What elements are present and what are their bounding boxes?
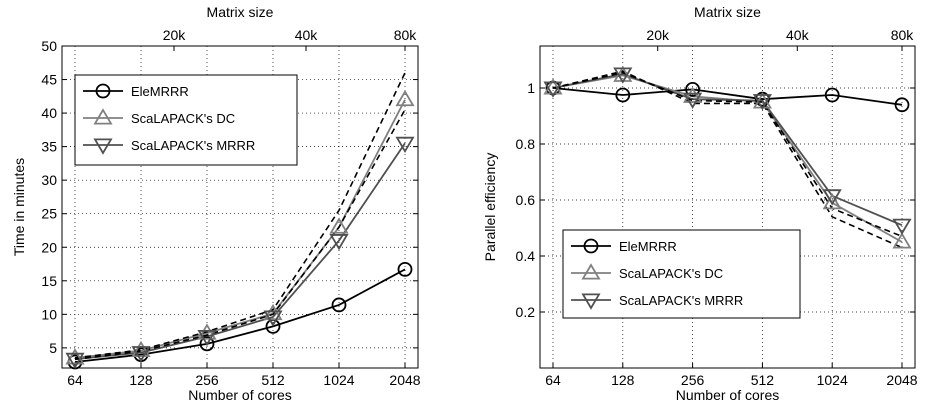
time-chart-panel: 64 128 256 512 1024 2048 5 10 15 20 25 30 35 40 45 50 20… (11, 4, 421, 403)
data-point-marker (65, 348, 85, 365)
y-tick-label: 0.2 (516, 304, 536, 320)
legend-box (562, 229, 801, 319)
x-tick-label: 128 (611, 372, 635, 388)
series-line (74, 142, 406, 361)
data-point-marker (395, 89, 415, 107)
legend-entry-label: ScaLAPACK's MRRR (619, 293, 743, 308)
legend: EleMRRR ScaLAPACK's DC ScaLAPACK's MRRR (74, 74, 298, 166)
data-point-marker (822, 189, 842, 206)
y-tick-label: 50 (41, 38, 57, 54)
data-point-marker (397, 261, 413, 277)
y-tick-label: 40 (41, 105, 57, 121)
data-point-marker (685, 82, 700, 97)
data-point-marker (329, 234, 349, 251)
legend-marker (581, 293, 601, 310)
data-point-marker (263, 303, 283, 321)
series-line (552, 73, 903, 227)
data-point-marker (263, 310, 283, 327)
legend-entry-label: EleMRRR (131, 84, 189, 99)
data-point-marker (329, 217, 349, 234)
data-point-marker (197, 329, 217, 347)
data-point-marker (65, 352, 85, 370)
data-point-marker (395, 136, 415, 154)
x-axis-label: Number of cores (188, 387, 291, 403)
y-tick-label: 5 (49, 340, 57, 356)
y-tick-label: 0.4 (516, 248, 536, 264)
data-point-marker (752, 94, 772, 111)
legend-box (74, 74, 298, 166)
x-tick-label: 2048 (886, 372, 917, 388)
y-axis-label: Parallel efficiency (482, 153, 498, 262)
x-tick-label: 256 (195, 372, 219, 388)
data-point-marker (199, 336, 215, 352)
y-tick-label: 0.8 (516, 136, 536, 152)
top-tick-label: 40k (295, 27, 319, 43)
x-tick-label: 64 (67, 372, 83, 388)
dashed-series-line (552, 70, 903, 249)
top-tick-label: 40k (786, 27, 810, 43)
y-tick-label: 20 (41, 239, 57, 255)
plot-frame (61, 45, 419, 369)
legend-entry-label: ScaLAPACK's DC (131, 111, 235, 126)
x-tick-label: 128 (129, 372, 153, 388)
dashed-series-line (74, 72, 406, 359)
x-tick-label: 512 (751, 372, 775, 388)
data-point-marker (615, 87, 631, 103)
y-tick-label: 45 (41, 72, 57, 88)
legend-entry-label: ScaLAPACK's DC (619, 266, 723, 281)
legend-marker (583, 238, 599, 254)
x-tick-label: 1024 (817, 372, 848, 388)
data-point-marker (543, 78, 563, 95)
top-tick-label: 20k (646, 27, 670, 43)
data-point-marker (892, 232, 912, 249)
x-axis-label: Number of cores (676, 387, 779, 403)
data-point-marker (131, 346, 151, 363)
y-tick-label: 35 (41, 139, 57, 155)
legend-marker (581, 263, 601, 280)
x-tick-label: 256 (681, 372, 705, 388)
x-tick-label: 64 (545, 372, 561, 388)
efficiency-chart-panel: 64 128 256 512 1024 2048 0.2 0.4 0.6 0.8 1 20k 40k 80… (482, 4, 918, 403)
data-point-marker (892, 218, 912, 235)
top-tick-label: 80k (891, 27, 915, 43)
y-axis-label: Time in minutes (11, 158, 27, 256)
legend-entry-label: ScaLAPACK's MRRR (131, 138, 255, 153)
data-point-marker (824, 87, 840, 103)
dashed-series-line (74, 109, 406, 361)
y-tick-label: 1 (527, 80, 535, 96)
top-tick-label: 80k (394, 27, 418, 43)
x-tick-label: 512 (261, 372, 285, 388)
data-point-marker (331, 297, 347, 313)
x-tick-label: 2048 (389, 372, 420, 388)
legend-marker (95, 83, 111, 99)
y-tick-label: 10 (41, 306, 57, 322)
y-tick-label: 25 (41, 206, 57, 222)
top-tick-label: 20k (163, 27, 187, 43)
legend-entry-label: EleMRRR (619, 239, 677, 254)
data-point-marker (683, 86, 703, 103)
data-point-marker (197, 323, 217, 340)
plot-frame (539, 45, 916, 369)
data-point-marker (683, 92, 703, 109)
data-point-marker (822, 193, 842, 210)
y-tick-label: 0.6 (516, 192, 536, 208)
series-line (74, 268, 406, 363)
y-tick-label: 15 (41, 273, 57, 289)
y-tick-label: 30 (41, 172, 57, 188)
top-axis-label: Matrix size (207, 4, 274, 20)
legend-marker (93, 138, 113, 155)
top-axis-label: Matrix size (694, 4, 761, 20)
legend: EleMRRR ScaLAPACK's DC ScaLAPACK's MRRR (562, 229, 801, 319)
data-point-marker (613, 67, 633, 84)
data-point-marker (894, 97, 910, 113)
dashed-series-line (552, 71, 903, 238)
x-tick-label: 1024 (323, 372, 354, 388)
series-line (552, 87, 903, 106)
legend-marker (93, 108, 113, 125)
data-point-marker (543, 81, 563, 98)
data-point-marker (131, 340, 151, 358)
